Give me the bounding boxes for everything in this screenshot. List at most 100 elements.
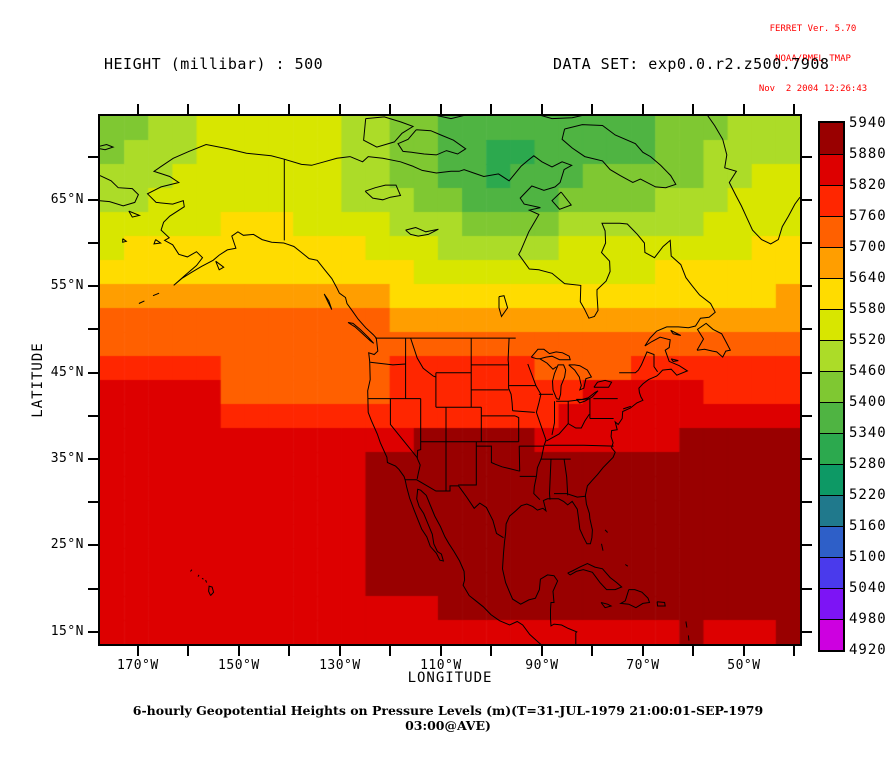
axis-tick [137,104,139,114]
coastline-path [568,364,593,391]
axis-tick [802,242,812,244]
coastline-path [593,379,613,388]
axis-tick [389,646,391,656]
colorbar-tick-label: 5220 [849,487,887,503]
colorbar-tick-label: 5580 [849,301,887,317]
colorbar-tick-label: 5700 [849,239,887,255]
coastline-path [687,635,690,641]
coastline-path [363,116,415,148]
coastline-path [561,124,677,189]
coastline-path [604,529,608,533]
state-border-path [539,358,557,370]
coastline-path [349,155,716,644]
colorbar-segment [820,154,843,185]
y-tick-label: 15°N [50,623,84,639]
axis-tick [802,372,812,374]
axis-tick [793,646,795,656]
state-border-path [458,485,504,539]
axis-tick [802,199,812,201]
state-border-path [533,385,547,501]
coastline-path [201,577,204,580]
axis-tick [88,544,98,546]
ferret-origin-line: NOAA/PMEL TMAP [775,54,851,64]
coastline-path [138,300,145,304]
coastline-path [323,293,333,310]
variable-title: HEIGHT (millibar) : 500 [104,55,324,73]
coastline-path [623,405,631,410]
coastline-path [707,116,800,245]
axis-tick [541,104,543,114]
coastline-path [100,175,140,207]
colorbar-segment [820,402,843,433]
state-border-path [507,338,514,411]
coastline-path [498,295,509,318]
state-border-path [458,441,477,486]
axis-tick [238,646,240,656]
colorbar-segment [820,309,843,340]
axis-tick [802,631,812,633]
colorbar-segment [820,619,843,650]
y-tick-label: 55°N [50,278,84,294]
colorbar-tick-label: 5820 [849,177,887,193]
axis-tick [137,646,139,656]
figure-caption: 6-hourly Geopotential Heights on Pressur… [132,703,764,733]
axis-tick [692,646,694,656]
state-border-path [518,446,521,472]
axis-tick [88,415,98,417]
x-tick-label: 90°W [525,658,559,673]
axis-tick [440,104,442,114]
colorbar-tick-label: 5640 [849,270,887,286]
state-border-path [405,479,459,492]
colorbar-segment [820,340,843,371]
colorbar-segment [820,371,843,402]
state-border-path [551,401,555,436]
y-tick-label: 45°N [50,364,84,380]
axis-tick [490,104,492,114]
axis-tick [88,242,98,244]
state-border-path [563,459,569,496]
state-border-path [544,444,614,447]
axis-tick [541,646,543,656]
coastline-path [600,602,613,609]
colorbar-tick-label: 5280 [849,456,887,472]
x-tick-label: 50°W [727,658,761,673]
axis-tick [288,646,290,656]
coastline-path [625,564,629,567]
colorbar-segment [820,247,843,278]
coastline-path [205,579,208,583]
colorbar-tick-label: 5460 [849,363,887,379]
axis-tick [802,156,812,158]
colorbar-segment [820,123,843,154]
axis-tick [339,104,341,114]
coastline-path [190,569,193,572]
axis-tick [802,285,812,287]
state-border-path [370,361,406,366]
coastline-path [436,116,464,120]
coastline-path [397,129,467,156]
coastline-path [551,191,573,210]
axis-tick [743,646,745,656]
axis-tick [591,104,593,114]
y-axis-title: LATITUDE [30,342,46,418]
coastline-path [146,143,542,644]
axis-tick [88,328,98,330]
axis-tick [88,631,98,633]
coastline-path [122,238,128,243]
state-border-path [416,398,422,479]
colorbar-segment [820,278,843,309]
coastline-overlay [100,116,800,644]
colorbar-tick-label: 5400 [849,394,887,410]
coastline-path [567,563,623,591]
axis-tick [692,104,694,114]
axis-tick [339,646,341,656]
coastline-path [670,358,679,362]
x-tick-label: 170°W [117,658,159,673]
dataset-label: DATA SET: exp0.0.r2.z500.7908 [553,55,830,73]
colorbar-tick-label: 5160 [849,518,887,534]
coastline-path [405,226,439,237]
axis-tick [642,104,644,114]
colorbar-tick-label: 5340 [849,425,887,441]
axis-tick [88,156,98,158]
ferret-version-info: FERRET Ver. 5.70 NOAA/PMEL TMAP Nov 2 20… [740,4,886,114]
